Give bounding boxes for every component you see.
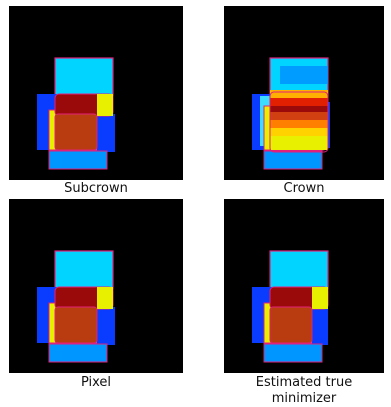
- panel-subcrown: [9, 6, 183, 180]
- caption-pixel: Pixel: [80, 375, 112, 390]
- segmentation-image-subcrown: [9, 6, 183, 180]
- segmentation-image-crown: [224, 6, 384, 180]
- panel-crown: [224, 6, 384, 180]
- caption-estimated: Estimated true minimizer: [255, 375, 353, 406]
- panel-estimated: [224, 199, 384, 373]
- caption-subcrown: Subcrown: [64, 181, 128, 196]
- caption-crown: Crown: [283, 181, 325, 196]
- segmentation-image-estimated: [224, 199, 384, 373]
- segmentation-image-pixel: [9, 199, 183, 373]
- panel-pixel: [9, 199, 183, 373]
